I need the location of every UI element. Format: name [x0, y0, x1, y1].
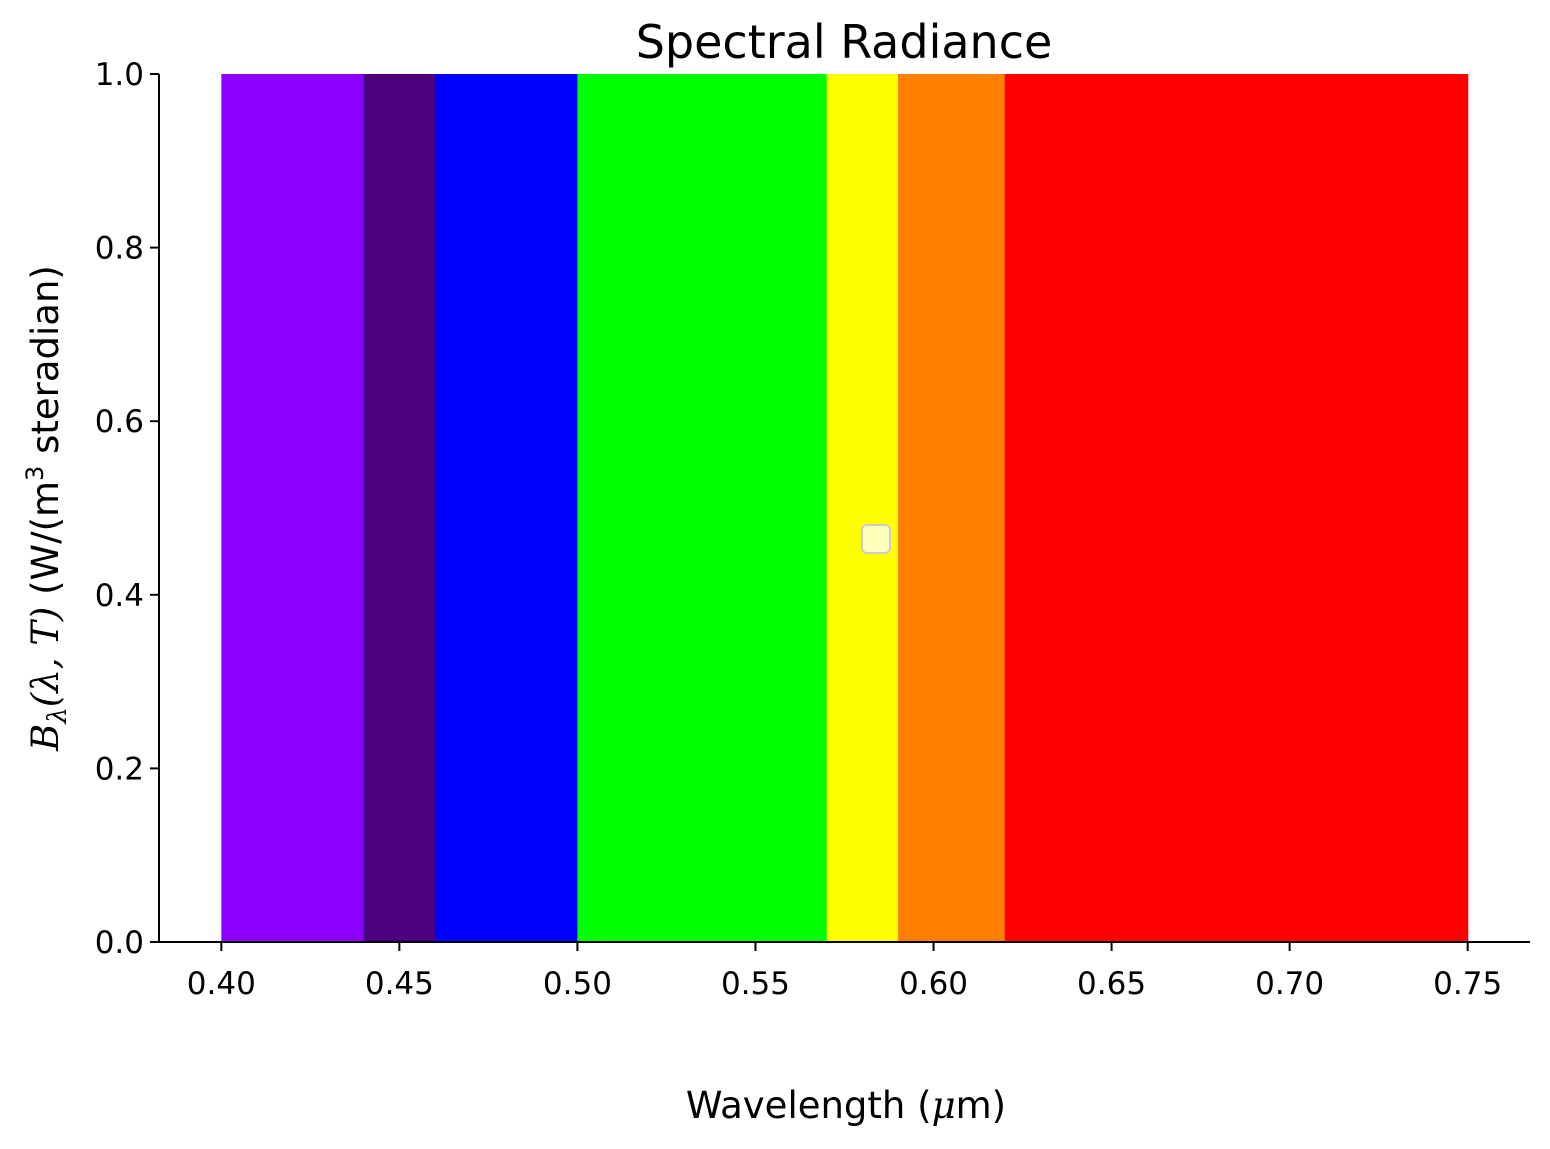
x-axis-ticks: 0.40 0.45 0.50 0.55 0.60 0.65 0.70 0.75 — [187, 942, 1502, 1002]
y-tick-label-4: 0.8 — [95, 231, 144, 267]
spectral-band-0 — [221, 74, 365, 942]
x-tick-label-6: 0.70 — [1255, 966, 1324, 1002]
y-axis-label: Bλ(λ, T) (W/(m3 steradian) — [21, 265, 73, 752]
y-tick-label-5: 1.0 — [95, 57, 144, 93]
legend-box — [861, 524, 891, 554]
x-tick-label-4: 0.60 — [899, 966, 968, 1002]
y-tick-label-1: 0.2 — [95, 751, 144, 787]
spectral-bands — [221, 74, 1469, 942]
y-axis-ticks: 0.0 0.2 0.4 0.6 0.8 1.0 — [95, 57, 159, 961]
x-tick-label-1: 0.45 — [365, 966, 434, 1002]
x-tick-label-2: 0.50 — [543, 966, 612, 1002]
x-tick-label-5: 0.65 — [1077, 966, 1146, 1002]
spectral-band-2 — [434, 74, 579, 942]
x-axis-label: Wavelength (μm) — [686, 1084, 1006, 1127]
legend — [861, 524, 891, 554]
spectral-band-4 — [826, 74, 899, 942]
x-tick-label-7: 0.75 — [1433, 966, 1502, 1002]
spectral-band-6 — [1004, 74, 1469, 942]
spectral-band-5 — [897, 74, 1006, 942]
axes — [158, 74, 1530, 943]
y-tick-label-2: 0.4 — [95, 578, 144, 614]
chart-title: Spectral Radiance — [636, 15, 1053, 69]
y-tick-label-0: 0.0 — [95, 925, 144, 961]
x-tick-label-0: 0.40 — [187, 966, 256, 1002]
spectral-band-1 — [363, 74, 436, 942]
x-tick-label-3: 0.55 — [721, 966, 790, 1002]
spectral-band-3 — [577, 74, 828, 942]
y-tick-label-3: 0.6 — [95, 404, 144, 440]
